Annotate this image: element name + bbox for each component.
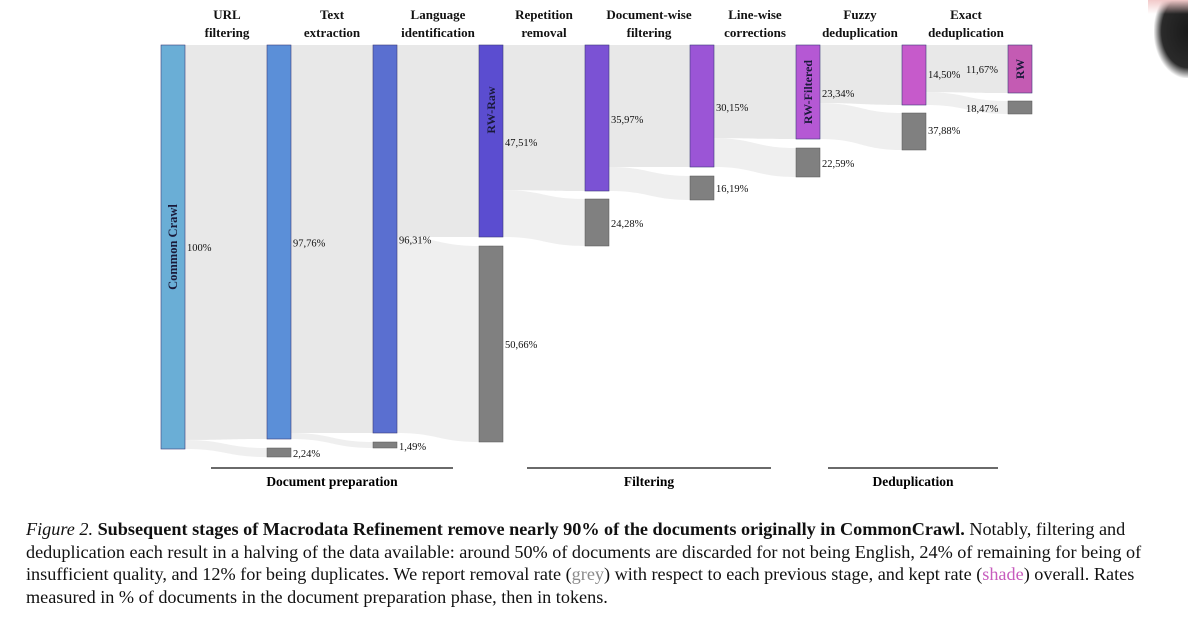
caption-grey-word: grey [571, 564, 604, 585]
macrodata-refinement-sankey: Common Crawl 100% 97,76% 2,24% 96,31% 1,49% RW… [160, 7, 1033, 489]
caption-shade-word: shade [982, 564, 1024, 585]
node-label-6: RW-Filtered [801, 60, 815, 125]
flow-removed-2 [291, 433, 373, 448]
caption-figure-label: Figure 2. [26, 519, 94, 539]
flow-removed-4 [503, 190, 585, 246]
stage-4-header: Repetition removal [515, 7, 574, 40]
corner-tint [1148, 0, 1188, 14]
kept-label-0: 100% [187, 243, 212, 254]
kept-label-3: 47,51% [505, 138, 538, 149]
stage-3-header: Language identification [401, 7, 475, 40]
removed-label-8: 18,47% [966, 104, 999, 115]
stage-8-header: Exact deduplication [928, 7, 1005, 40]
removed-bar-3 [478, 245, 504, 443]
flow-kept-5 [609, 45, 690, 167]
flow-removed-5 [609, 167, 690, 200]
removed-label-4: 24,28% [611, 219, 644, 230]
node-label-3: RW-Raw [484, 86, 498, 133]
removed-bar-8 [1007, 100, 1033, 115]
stage-6-header: Line-wise corrections [724, 7, 786, 40]
flow-kept-4 [503, 45, 585, 191]
removed-label-1: 2,24% [293, 449, 320, 460]
removed-label-5: 16,19% [716, 184, 749, 195]
caption-bold-text: Subsequent stages of Macrodata Refinemen… [97, 519, 965, 539]
kept-bar-0 [160, 44, 186, 450]
flow-links [185, 45, 1008, 457]
kept-bar-4 [584, 44, 610, 192]
removed-bar-2 [372, 441, 398, 449]
kept-bar-1 [266, 44, 292, 440]
flow-kept-7 [820, 45, 902, 105]
removed-label-7: 37,88% [928, 126, 961, 137]
group-brackets: Document preparation Filtering Deduplica… [211, 467, 998, 489]
removed-bar-5 [689, 175, 715, 201]
group-label-filtering: Filtering [624, 474, 674, 489]
removed-bar-6 [795, 147, 821, 178]
flow-removed-7 [820, 103, 902, 150]
stage-headers: URL filtering Text extraction Language iden… [205, 7, 1005, 40]
flow-removed-3 [397, 237, 479, 442]
node-label-0: Common Crawl [166, 204, 180, 290]
node-label-8: RW [1013, 59, 1027, 79]
stage-bars: Common Crawl 100% 97,76% 2,24% 96,31% 1,49% RW… [160, 44, 1033, 460]
flow-removed-8 [926, 92, 1008, 114]
flow-kept-6 [714, 45, 796, 139]
flow-kept-8 [926, 45, 1008, 93]
kept-bar-6 [795, 44, 821, 140]
kept-label-1: 97,76% [293, 238, 326, 249]
flow-kept-1 [185, 45, 267, 440]
caption-text-3: ) overall. Rates measured in % of docume… [26, 564, 1135, 607]
kept-label-4: 35,97% [611, 115, 644, 126]
group-label-deduplication: Deduplication [872, 474, 954, 489]
flow-kept-2 [291, 45, 373, 433]
group-label-document-preparation: Document preparation [266, 474, 398, 489]
removed-bar-1 [266, 447, 292, 458]
flow-removed-1 [185, 439, 267, 457]
kept-label-6: 23,34% [822, 89, 855, 100]
flow-kept-3 [397, 45, 479, 237]
kept-bar-7 [901, 44, 927, 106]
stage-1-header: URL filtering [205, 7, 250, 40]
stage-7-header: Fuzzy deduplication [822, 7, 899, 40]
removed-label-6: 22,59% [822, 159, 855, 170]
removed-bar-7 [901, 112, 927, 151]
kept-bar-2 [372, 44, 398, 434]
removed-label-2: 1,49% [399, 442, 426, 453]
caption-text-1: Notably, filtering and deduplication eac… [26, 519, 1142, 585]
caption-text-2: ) with respect to each previous stage, a… [604, 564, 983, 585]
stage-2-header: Text extraction [304, 7, 361, 40]
kept-label-7: 14,50% [928, 70, 961, 81]
kept-label-8: 11,67% [966, 65, 998, 76]
figure-caption: Figure 2. Subsequent stages of Macrodata… [26, 518, 1176, 608]
kept-bar-8 [1007, 44, 1033, 94]
stage-5-header: Document-wise filtering [606, 7, 691, 40]
kept-label-2: 96,31% [399, 235, 432, 246]
kept-bar-3 [478, 44, 504, 238]
removed-bar-4 [584, 198, 610, 247]
flow-removed-6 [714, 138, 796, 177]
kept-label-5: 30,15% [716, 103, 749, 114]
removed-label-3: 50,66% [505, 340, 538, 351]
kept-bar-5 [689, 44, 715, 168]
